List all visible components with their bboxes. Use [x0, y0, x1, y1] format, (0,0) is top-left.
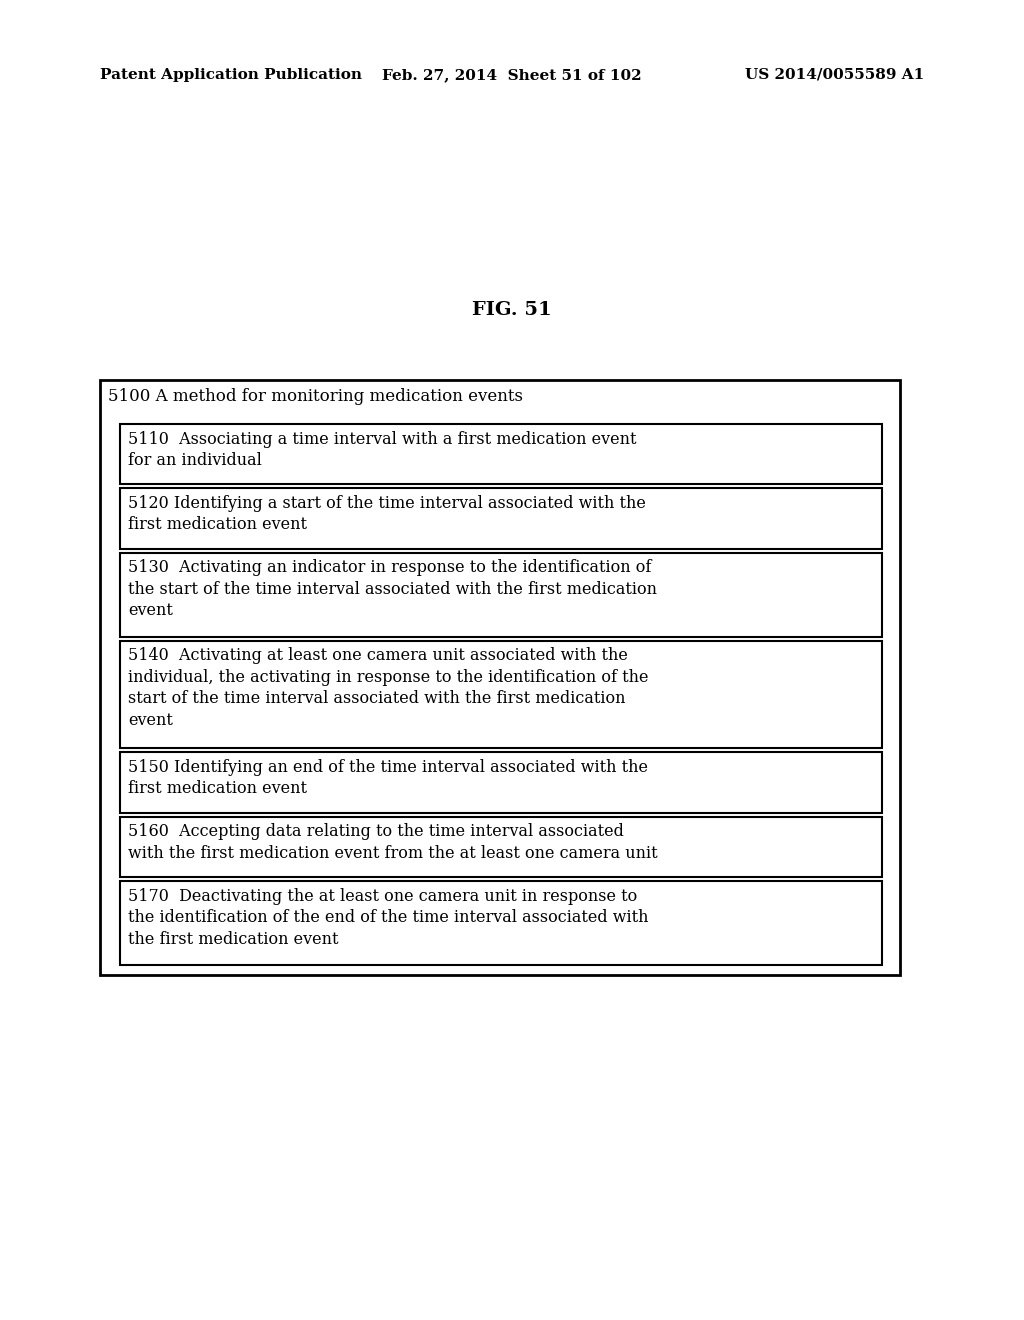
Text: 5120 Identifying a start of the time interval associated with the
first medicati: 5120 Identifying a start of the time int… — [128, 495, 646, 533]
Text: 5170  Deactivating the at least one camera unit in response to
the identificatio: 5170 Deactivating the at least one camer… — [128, 887, 648, 948]
Text: US 2014/0055589 A1: US 2014/0055589 A1 — [744, 69, 924, 82]
Bar — [120, 488, 882, 549]
Text: 5130  Activating an indicator in response to the identification of
the start of : 5130 Activating an indicator in response… — [128, 560, 657, 619]
Text: Feb. 27, 2014  Sheet 51 of 102: Feb. 27, 2014 Sheet 51 of 102 — [382, 69, 642, 82]
Text: 5110  Associating a time interval with a first medication event
for an individua: 5110 Associating a time interval with a … — [128, 430, 637, 469]
Bar — [120, 817, 882, 876]
Text: Patent Application Publication: Patent Application Publication — [100, 69, 362, 82]
Text: 5160  Accepting data relating to the time interval associated
with the first med: 5160 Accepting data relating to the time… — [128, 824, 657, 862]
Bar — [120, 880, 882, 965]
Text: 5100 A method for monitoring medication events: 5100 A method for monitoring medication … — [108, 388, 523, 405]
Text: 5150 Identifying an end of the time interval associated with the
first medicatio: 5150 Identifying an end of the time inte… — [128, 759, 648, 797]
Bar — [120, 553, 882, 636]
Text: 5140  Activating at least one camera unit associated with the
individual, the ac: 5140 Activating at least one camera unit… — [128, 647, 648, 729]
Bar — [120, 640, 882, 748]
Bar — [120, 424, 882, 484]
Bar — [100, 380, 900, 975]
Text: FIG. 51: FIG. 51 — [472, 301, 552, 319]
Bar — [120, 752, 882, 813]
